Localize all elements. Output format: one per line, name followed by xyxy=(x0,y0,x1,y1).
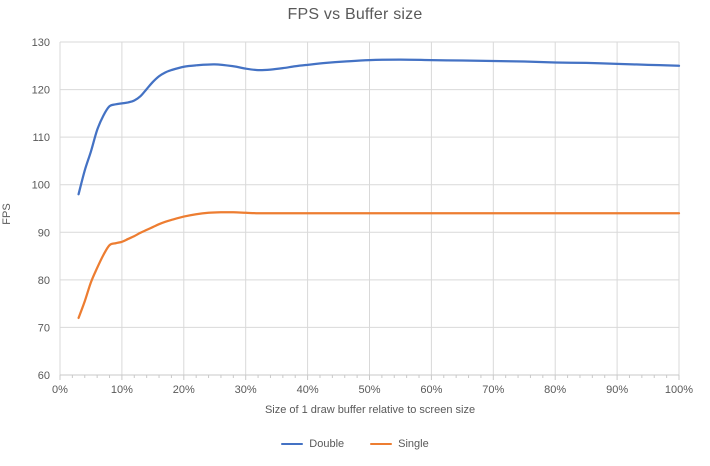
legend-line-sample-single xyxy=(370,442,393,446)
x-tick-label: 20% xyxy=(173,384,195,396)
y-tick-label: 120 xyxy=(32,85,50,97)
x-tick-label: 0% xyxy=(52,384,68,396)
legend-line-sample-double xyxy=(281,442,304,446)
series-line-double xyxy=(77,58,681,196)
y-tick-label: 130 xyxy=(32,37,50,49)
legend-label-single: Single xyxy=(398,438,429,450)
x-axis-title: Size of 1 draw buffer relative to screen… xyxy=(264,404,476,416)
x-tick-label: 60% xyxy=(420,384,442,396)
x-tick-label: 100% xyxy=(665,384,693,396)
y-tick-label: 60 xyxy=(38,370,50,382)
y-tick-label: 100 xyxy=(32,180,50,192)
x-tick-label: 90% xyxy=(606,384,628,396)
y-tick-label: 70 xyxy=(38,322,50,334)
x-tick-label: 10% xyxy=(111,384,133,396)
legend-item-single: Single xyxy=(370,438,429,450)
y-axis-title: FPS xyxy=(1,203,13,225)
series-line-single xyxy=(77,211,681,320)
x-tick-label: 30% xyxy=(235,384,257,396)
legend-item-double: Double xyxy=(281,438,344,450)
y-tick-label: 110 xyxy=(32,132,50,144)
y-tick-label: 90 xyxy=(38,227,50,239)
legend: Double Single xyxy=(0,438,710,450)
x-tick-label: 50% xyxy=(358,384,380,396)
x-tick-label: 40% xyxy=(297,384,319,396)
y-tick-label: 80 xyxy=(38,275,50,287)
legend-label-double: Double xyxy=(309,438,345,450)
x-tick-label: 80% xyxy=(544,384,566,396)
x-tick-label: 70% xyxy=(482,384,504,396)
chart-title: FPS vs Buffer size xyxy=(287,6,423,23)
